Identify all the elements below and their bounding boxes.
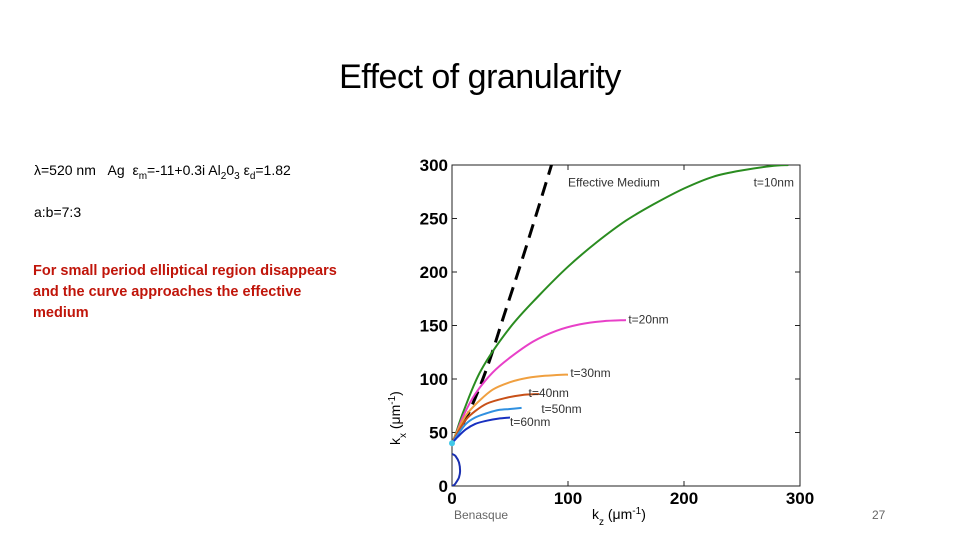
y-tick-label: 250 — [420, 210, 448, 229]
eps-d-symbol: ε — [243, 162, 250, 178]
series-line-t-30nm — [452, 373, 569, 444]
curve-label-t-60nm: t=60nm — [510, 415, 550, 429]
series-line-t-50nm — [452, 406, 522, 444]
y-axis-label: kx (μm-1) — [387, 391, 409, 445]
dispersion-chart: 0 50 100 150 200 250 300 0 100 200 300 Effective Me… — [387, 156, 815, 528]
series-line-effective-medium — [452, 165, 554, 444]
series-line-t-60nm — [452, 416, 511, 444]
oxygen-char: 0 — [226, 162, 235, 178]
eps-d-value: =1.82 — [255, 162, 291, 178]
x-tick-label: 200 — [670, 489, 698, 508]
page-number: 27 — [872, 508, 886, 522]
eps-d-subscript: d — [249, 170, 256, 182]
y-label-sup: -1 — [387, 395, 398, 404]
metal-name: Ag — [107, 162, 125, 178]
y-label-units: (μm — [387, 405, 403, 433]
eps-m-symbol: ε — [132, 162, 139, 178]
curve-label-t-50nm: t=50nm — [541, 402, 581, 416]
x-label-sup: -1 — [632, 506, 641, 517]
curve-label-effective-medium: Effective Medium — [568, 175, 660, 189]
curve-label-t-20nm: t=20nm — [628, 312, 668, 326]
series-line-t-20nm — [452, 319, 627, 444]
y-label-close: ) — [387, 391, 403, 396]
curve-label-t-10nm: t=10nm — [754, 175, 794, 189]
y-tick-label: 150 — [420, 317, 448, 336]
x-label-units: (μm — [604, 506, 632, 522]
x-axis-label: kz (μm-1) — [592, 506, 646, 528]
x-tick-label: 100 — [554, 489, 582, 508]
eps-m-subscript: m — [138, 170, 148, 182]
observation-note: For small period elliptical region disap… — [33, 263, 337, 321]
footer-venue: Benasque — [454, 508, 509, 522]
x-label-sub: z — [599, 517, 604, 528]
lambda-symbol: λ — [34, 162, 41, 178]
curve-label-t-40nm: t=40nm — [529, 386, 569, 400]
origin-marker — [449, 440, 455, 447]
y-tick-label: 0 — [439, 477, 448, 496]
plot-area: 0 50 100 150 200 250 300 0 100 200 300 Effective Me… — [420, 156, 815, 508]
y-label-sub: x — [398, 433, 409, 438]
series-line-t-40nm — [452, 393, 540, 444]
plot-frame — [451, 164, 801, 487]
y-tick-label: 100 — [420, 370, 448, 389]
y-label-main: k — [387, 437, 403, 445]
eps-m-value: =-11+0.3i — [147, 162, 206, 178]
y-tick-label: 50 — [429, 424, 448, 443]
axis-ratio: a:b=7:3 — [34, 204, 82, 220]
oxygen-subscript: 3 — [234, 170, 240, 182]
series-line-t-10nm — [452, 165, 789, 444]
x-tick-label: 0 — [447, 489, 456, 508]
slide-title: Effect of granularity — [339, 58, 621, 96]
series-line-small-elliptical-arc — [452, 453, 462, 486]
x-label-main: k — [592, 506, 600, 522]
al-subscript: 2 — [220, 170, 227, 182]
y-tick-label: 200 — [420, 263, 448, 282]
dielectric-name: Al — [208, 162, 221, 178]
y-tick-label: 300 — [420, 156, 448, 175]
x-tick-label: 300 — [786, 489, 814, 508]
material-parameters: λ=520 nm Ag εm=-11+0.3i Al203 εd=1.82 — [34, 162, 291, 182]
lambda-value: =520 nm — [41, 162, 96, 178]
curve-label-t-30nm: t=30nm — [570, 366, 610, 380]
x-label-close: ) — [641, 506, 646, 522]
